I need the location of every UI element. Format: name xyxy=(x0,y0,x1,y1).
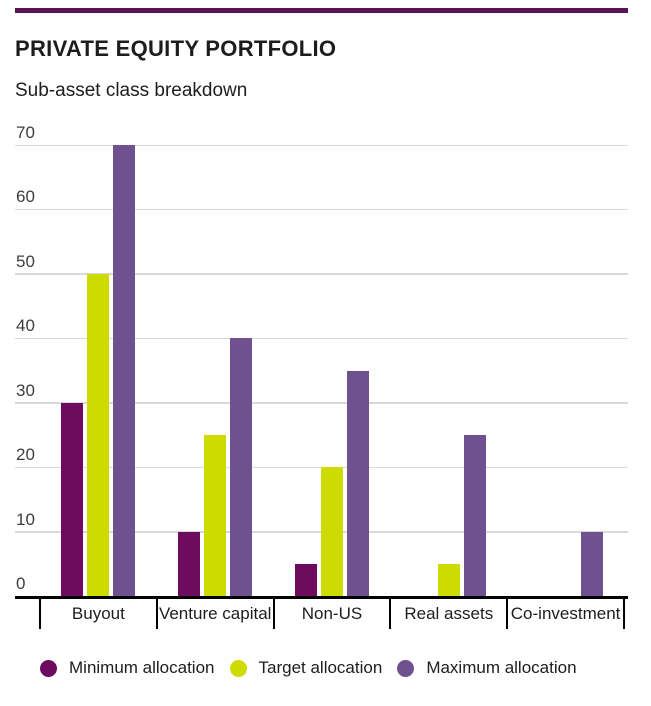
page-title: PRIVATE EQUITY PORTFOLIO xyxy=(15,36,337,61)
x-axis-label: Non-US xyxy=(272,599,390,629)
x-axis-label: Co-investment xyxy=(506,599,625,629)
chart-legend: Minimum allocation Target allocation Maxim… xyxy=(40,658,651,678)
x-axis-label: Venture capital xyxy=(155,599,273,629)
x-axis-label: Real assets xyxy=(389,599,506,629)
bar-group-venture-capital xyxy=(156,145,273,596)
top-border-rule xyxy=(15,8,628,13)
bar-group-buyout xyxy=(39,145,156,596)
chart-subtitle: Sub-asset class breakdown xyxy=(15,80,248,101)
y-axis-tick-label: 50 xyxy=(16,251,35,271)
bar-group-real-assets xyxy=(391,145,508,596)
gridline xyxy=(15,144,628,146)
bar-group-co-investment xyxy=(508,145,625,596)
gridline xyxy=(15,402,628,404)
gridline xyxy=(15,208,628,211)
bar-groups xyxy=(39,145,625,596)
legend-item: Target allocation xyxy=(229,658,383,678)
legend-swatch-icon xyxy=(40,659,57,677)
bar xyxy=(112,145,135,596)
y-axis-tick-label: 0 xyxy=(16,574,26,593)
legend-label: Minimum allocation xyxy=(69,658,215,677)
legend-label: Target allocation xyxy=(258,658,383,677)
gridline xyxy=(15,273,628,275)
page: PRIVATE EQUITY PORTFOLIO Sub-asset class… xyxy=(0,8,651,678)
y-axis-tick-label: 30 xyxy=(16,380,35,400)
x-axis-label: Buyout xyxy=(39,599,156,629)
y-axis-tick-label: 70 xyxy=(16,123,35,142)
bar xyxy=(229,338,252,596)
bar xyxy=(295,563,317,596)
bar xyxy=(177,531,200,596)
bar xyxy=(464,434,487,596)
bar xyxy=(438,563,461,596)
y-axis-tick-label: 20 xyxy=(16,445,35,465)
bar xyxy=(321,467,343,596)
allocation-bar-chart: 0 10 20 30 40 50 60 70 xyxy=(15,124,628,599)
legend-item: Minimum allocation xyxy=(40,658,215,678)
bar xyxy=(581,531,604,596)
bar xyxy=(347,370,369,596)
y-axis-tick-label: 40 xyxy=(16,316,35,336)
y-axis-tick-label: 60 xyxy=(16,187,35,207)
bar xyxy=(60,402,83,596)
legend-label: Maximum allocation xyxy=(426,658,577,677)
y-axis-tick-label: 10 xyxy=(16,509,35,529)
bar xyxy=(86,273,109,596)
legend-swatch-icon xyxy=(397,659,415,677)
bar-group-non-us xyxy=(273,145,390,596)
legend-item: Maximum allocation xyxy=(397,658,577,678)
bar xyxy=(203,434,226,596)
legend-swatch-icon xyxy=(229,659,247,677)
x-axis-category-band: Buyout Venture capital Non-US Real assets Co… xyxy=(39,599,625,629)
gridline xyxy=(15,337,628,340)
